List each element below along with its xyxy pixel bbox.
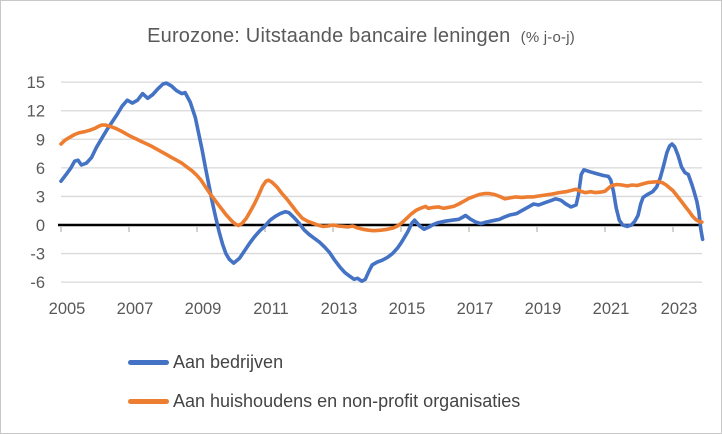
y-axis-label--3: -3 <box>30 246 45 264</box>
x-axis-label-2007: 2007 <box>117 300 154 318</box>
y-axis-label-15: 15 <box>27 74 45 92</box>
series-line-bedrijven <box>59 81 705 284</box>
x-axis-label-2017: 2017 <box>457 300 494 318</box>
legend: Aan bedrijven Aan huishoudens en non-pro… <box>128 349 520 427</box>
y-axis-label-6: 6 <box>36 160 45 178</box>
legend-item-huishoudens: Aan huishoudens en non-profit organisati… <box>128 388 520 414</box>
y-axis-label-9: 9 <box>36 131 45 149</box>
x-axis-label-2009: 2009 <box>185 300 222 318</box>
y-axis-label--6: -6 <box>30 274 45 292</box>
legend-label-bedrijven: Aan bedrijven <box>173 351 284 372</box>
x-axis-label-2015: 2015 <box>389 300 426 318</box>
y-axis-label-12: 12 <box>27 103 45 121</box>
legend-item-bedrijven: Aan bedrijven <box>128 349 520 375</box>
x-axis-label-2011: 2011 <box>253 300 288 318</box>
legend-swatch-orange-line-icon <box>128 398 169 404</box>
y-axis-label-0: 0 <box>36 217 45 235</box>
x-axis-label-2019: 2019 <box>525 300 562 318</box>
x-axis-label-2013: 2013 <box>321 300 358 318</box>
x-axis-label-2021: 2021 <box>593 300 630 318</box>
series-line-huishoudens <box>59 123 704 233</box>
x-axis-label-2023: 2023 <box>661 300 698 318</box>
legend-label-huishoudens: Aan huishoudens en non-profit organisati… <box>173 390 521 411</box>
y-axis-label-3: 3 <box>36 188 45 206</box>
chart-title-unit: (% j-o-j) <box>520 29 575 46</box>
chart-title: Eurozone: Uitstaande bancaire leningen (… <box>1 25 721 48</box>
x-axis-label-2005: 2005 <box>49 300 86 318</box>
legend-swatch-blue-line-icon <box>128 359 169 365</box>
chart-title-text: Eurozone: Uitstaande bancaire leningen <box>147 25 511 47</box>
